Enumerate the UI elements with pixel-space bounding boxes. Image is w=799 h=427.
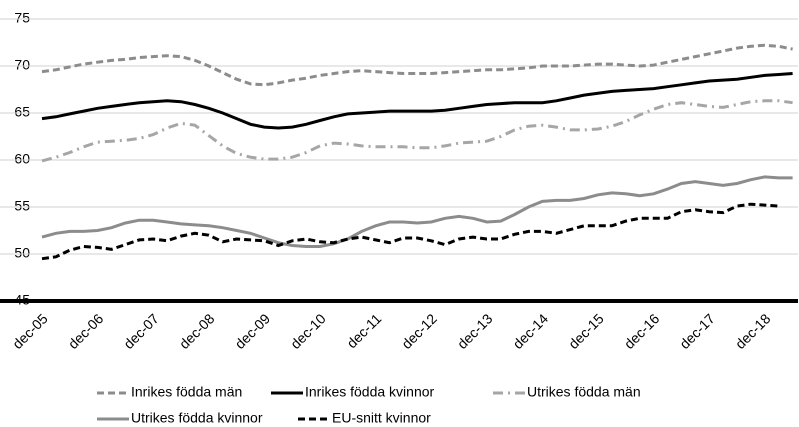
x-tick-label: dec-16	[621, 310, 663, 352]
y-tick-label: 75	[14, 10, 30, 26]
x-tick-label: dec-15	[565, 310, 607, 352]
y-tick-label: 60	[14, 151, 30, 167]
x-tick-label: dec-05	[9, 310, 51, 352]
x-tick-label: dec-14	[510, 310, 552, 352]
legend-label: Inrikes födda män	[131, 384, 242, 400]
x-tick-label: dec-08	[176, 310, 218, 352]
x-tick-label: dec-12	[398, 310, 440, 352]
series-line	[41, 43, 793, 87]
legend-label: Utrikes födda kvinnor	[131, 410, 263, 426]
x-tick-label: dec-06	[65, 310, 107, 352]
x-tick-label: dec-07	[120, 310, 162, 352]
x-tick-label: dec-18	[732, 310, 774, 352]
y-tick-label: 55	[14, 198, 30, 214]
y-tick-label: 50	[14, 245, 30, 261]
legend-label: Utrikes födda män	[527, 384, 641, 400]
legend-label: EU-snitt kvinnor	[332, 410, 431, 426]
legend-label: Inrikes födda kvinnor	[305, 384, 435, 400]
x-tick-label: dec-09	[232, 310, 274, 352]
x-tick-label: dec-13	[454, 310, 496, 352]
y-tick-label: 70	[14, 57, 30, 73]
x-tick-label: dec-17	[676, 310, 718, 352]
y-tick-label: 65	[14, 104, 30, 120]
x-tick-label: dec-11	[343, 310, 384, 351]
series-line	[41, 175, 793, 248]
x-tick-label: dec-10	[287, 310, 329, 352]
series-line	[41, 72, 793, 130]
series-line	[41, 202, 779, 261]
